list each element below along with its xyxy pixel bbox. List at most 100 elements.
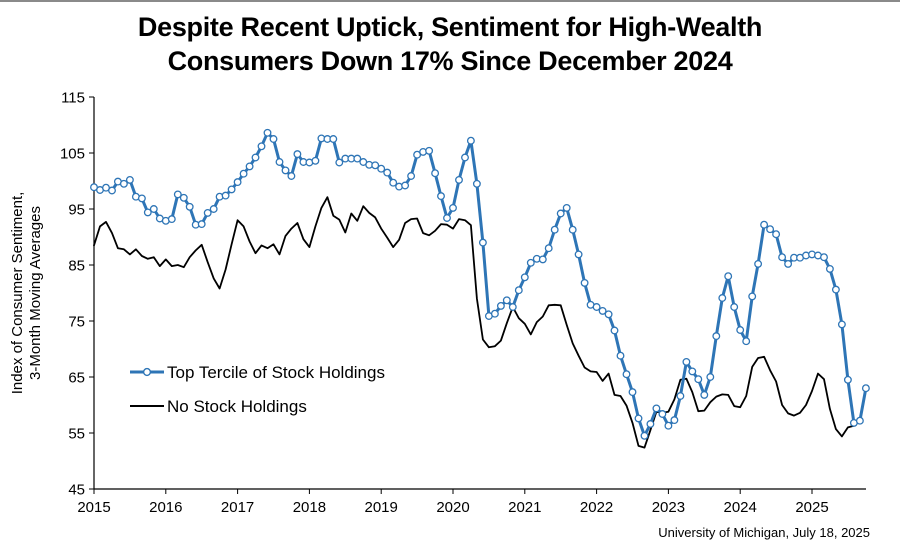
legend: Top Tercile of Stock Holdings No Stock H…: [130, 363, 385, 416]
data-point-top-tercile: [227, 185, 236, 194]
data-point-top-tercile: [119, 179, 128, 188]
data-point-top-tercile: [843, 375, 852, 384]
data-point-top-tercile: [431, 169, 440, 178]
data-point-top-tercile: [371, 161, 380, 170]
data-point-top-tercile: [383, 168, 392, 177]
data-point-top-tercile: [766, 225, 775, 234]
legend-marker-top-tercile: [142, 367, 152, 377]
series-group: [90, 128, 870, 449]
y-tick-label: 55: [68, 426, 85, 443]
data-point-top-tercile: [742, 337, 751, 346]
data-point-top-tercile: [718, 294, 727, 302]
data-point-top-tercile: [221, 191, 230, 200]
y-tick-label: 85: [68, 258, 85, 275]
x-tick-label: 2016: [149, 499, 182, 516]
data-point-top-tercile: [598, 306, 607, 315]
data-point-top-tercile: [730, 303, 739, 311]
data-point-top-tercile: [514, 286, 523, 295]
top-border: [0, 0, 900, 2]
axes: 45 55 65 75 85 95 105 115 2015 2016 2017 2018 2019 20…: [60, 90, 866, 516]
data-point-top-tercile: [389, 178, 398, 187]
data-point-top-tercile: [293, 150, 302, 159]
y-tick-label: 105: [60, 146, 85, 163]
data-point-top-tercile: [712, 332, 721, 341]
data-point-top-tercile: [173, 190, 182, 199]
x-tick-label: 2020: [436, 499, 469, 516]
data-point-top-tercile: [538, 255, 547, 264]
data-point-top-tercile: [568, 225, 577, 234]
x-tick-label: 2015: [77, 499, 110, 516]
data-point-top-tercile: [825, 264, 834, 273]
data-point-top-tercile: [490, 309, 499, 318]
data-point-top-tercile: [556, 209, 565, 218]
data-point-top-tercile: [425, 146, 434, 155]
data-point-top-tercile: [149, 205, 158, 213]
legend-label-no-stock: No Stock Holdings: [167, 397, 307, 416]
data-point-top-tercile: [616, 351, 625, 360]
data-point-top-tercile: [550, 225, 559, 234]
data-point-top-tercile: [831, 285, 840, 294]
data-point-top-tercile: [784, 259, 793, 268]
data-point-top-tercile: [640, 431, 649, 440]
data-point-top-tercile: [257, 142, 266, 151]
data-point-top-tercile: [526, 258, 535, 267]
data-point-top-tercile: [574, 250, 583, 259]
data-point-top-tercile: [634, 414, 643, 423]
data-point-top-tercile: [478, 238, 487, 247]
data-point-top-tercile: [628, 388, 637, 397]
data-point-top-tercile: [754, 259, 763, 268]
data-point-top-tercile: [694, 375, 703, 384]
data-point-top-tercile: [772, 230, 781, 239]
data-point-top-tercile: [449, 203, 457, 212]
data-point-top-tercile: [778, 253, 787, 262]
data-point-top-tercile: [263, 128, 272, 137]
data-point-top-tercile: [239, 169, 248, 178]
y-tick-label: 45: [68, 482, 85, 499]
data-point-top-tercile: [592, 303, 601, 311]
data-point-top-tercile: [335, 158, 344, 167]
data-point-top-tercile: [861, 384, 870, 393]
data-point-top-tercile: [281, 166, 290, 175]
data-point-top-tercile: [209, 205, 218, 213]
data-point-top-tercile: [664, 421, 673, 430]
x-tick-label: 2025: [795, 499, 828, 516]
data-point-top-tercile: [658, 410, 667, 418]
y-axis-label-line-1: Index of Consumer Sentiment,: [9, 192, 26, 395]
data-point-top-tercile: [466, 136, 475, 145]
y-tick-label: 65: [68, 370, 85, 387]
data-point-top-tercile: [622, 370, 631, 379]
chart-title-line-1: Despite Recent Uptick, Sentiment for Hig…: [137, 12, 763, 42]
data-point-top-tercile: [197, 220, 206, 229]
data-point-top-tercile: [377, 164, 386, 173]
data-point-top-tercile: [706, 373, 715, 381]
data-point-top-tercile: [125, 175, 134, 184]
y-tick-label: 115: [61, 90, 85, 107]
x-tick-label: 2023: [652, 499, 685, 516]
data-point-top-tercile: [472, 179, 481, 188]
data-point-top-tercile: [245, 162, 254, 171]
x-tick-label: 2017: [221, 499, 254, 516]
data-point-top-tercile: [185, 202, 194, 211]
data-point-top-tercile: [837, 320, 846, 329]
data-point-top-tercile: [724, 272, 733, 281]
x-tick-label: 2021: [508, 499, 541, 516]
series-line-no-stock: [93, 196, 855, 449]
data-point-top-tercile: [748, 292, 757, 301]
data-point-top-tercile: [455, 175, 463, 184]
data-point-top-tercile: [652, 404, 661, 413]
data-point-top-tercile: [108, 186, 116, 195]
data-point-top-tercile: [580, 278, 589, 287]
data-point-top-tercile: [407, 172, 416, 180]
data-point-top-tercile: [544, 244, 553, 253]
data-point-top-tercile: [137, 194, 146, 203]
data-point-top-tercile: [760, 220, 769, 229]
data-point-top-tercile: [275, 158, 284, 166]
data-point-top-tercile: [562, 203, 571, 212]
chart-title: Despite Recent Uptick, Sentiment for Hig…: [0, 10, 900, 78]
data-point-top-tercile: [443, 214, 451, 222]
data-point-top-tercile: [269, 135, 278, 143]
data-point-top-tercile: [520, 273, 529, 282]
data-point-top-tercile: [646, 420, 655, 428]
legend-label-top-tercile: Top Tercile of Stock Holdings: [167, 363, 385, 382]
